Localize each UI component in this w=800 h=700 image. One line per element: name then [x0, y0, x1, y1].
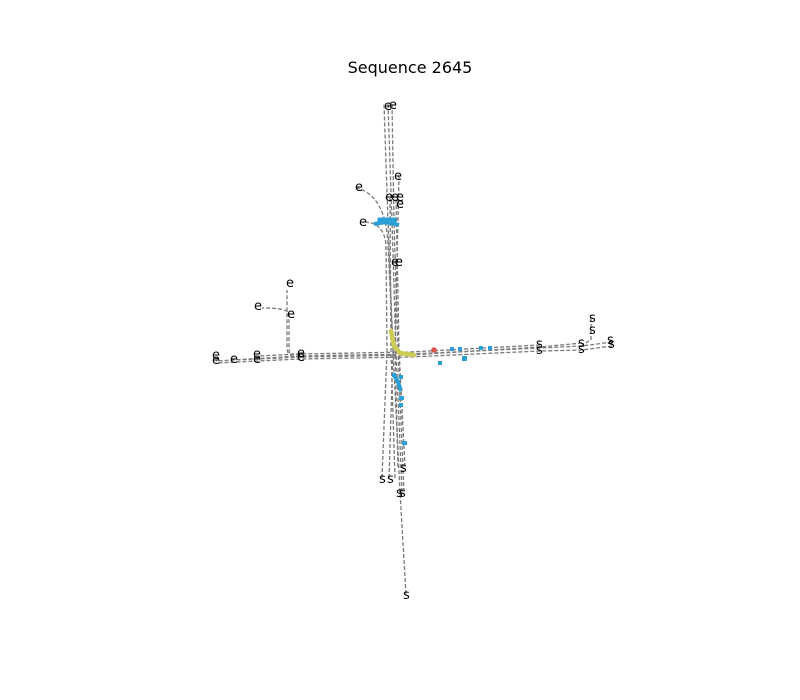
start-marker: s	[387, 472, 394, 487]
lane-vertical-7	[356, 187, 394, 479]
end-marker: e	[359, 215, 367, 230]
lane-vertical-8	[394, 175, 400, 468]
end-marker: e	[394, 169, 402, 184]
end-marker: e	[391, 190, 399, 205]
end-marker: e	[389, 98, 397, 113]
end-marker: e	[385, 190, 393, 205]
yellow-agent-path	[388, 328, 417, 358]
end-marker: e	[286, 276, 294, 291]
lane-horizontal-3	[257, 344, 541, 357]
agent-trajectories	[373, 217, 492, 445]
start-marker: s	[608, 337, 615, 352]
vertical-lanes	[356, 103, 407, 595]
lane-horizontal-2	[215, 345, 613, 364]
start-marker: s	[403, 588, 410, 603]
start-marker: s	[396, 486, 403, 501]
end-marker: e	[253, 352, 261, 367]
figure-title: Sequence 2645	[347, 58, 473, 77]
end-marker: e	[396, 190, 404, 205]
end-marker: e	[254, 299, 262, 314]
start-marker: s	[578, 336, 585, 351]
end-marker: e	[297, 346, 305, 361]
lane-vertical-5	[389, 195, 396, 479]
lane-horizontal-5	[581, 318, 592, 346]
lane-vertical-6	[363, 221, 388, 479]
end-marker: e	[212, 353, 220, 368]
end-markers: e e e e e e e e e e e e e e e e e e e e …	[212, 98, 404, 368]
lane-horizontal-7	[261, 307, 300, 357]
horizontal-lanes	[215, 290, 613, 364]
end-marker: e	[391, 255, 399, 270]
blue-agents-south	[392, 373, 407, 445]
start-marker: s	[589, 311, 596, 326]
end-marker: e	[395, 255, 403, 270]
end-marker: e	[212, 348, 220, 363]
start-marker: s	[607, 333, 614, 348]
end-marker: e	[396, 197, 404, 212]
lane-vertical-2	[387, 103, 403, 493]
lane-horizontal-1	[215, 341, 613, 362]
lane-vertical-1	[383, 103, 407, 595]
start-marker: s	[589, 323, 596, 338]
blue-agent-north-cluster	[373, 217, 400, 227]
blue-agents-east	[438, 346, 492, 365]
start-markers: s s s s s s s s s s s s s s	[379, 311, 615, 603]
lane-horizontal-6	[286, 290, 300, 355]
start-marker: s	[536, 337, 543, 352]
end-marker: e	[297, 350, 305, 365]
end-marker: e	[287, 307, 295, 322]
start-marker: s	[400, 461, 407, 476]
start-marker: s	[379, 472, 386, 487]
start-marker: s	[578, 342, 585, 357]
start-marker: s	[399, 486, 406, 501]
start-marker: s	[536, 343, 543, 358]
end-marker: e	[355, 180, 363, 195]
end-marker: e	[230, 352, 238, 367]
red-agent	[431, 347, 437, 353]
end-marker: e	[384, 99, 392, 114]
end-marker: e	[253, 347, 261, 362]
